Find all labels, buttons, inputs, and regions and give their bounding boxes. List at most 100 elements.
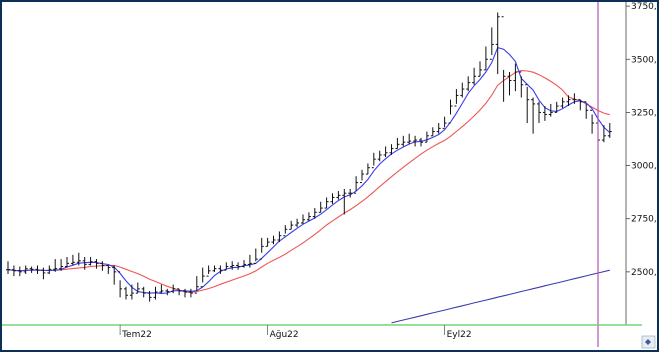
ohlc-bar [360,169,364,184]
ohlc-bar [53,259,58,272]
ohlc-bar [271,235,276,245]
ohlc-bar [601,125,606,143]
ohlc-bar [177,288,182,296]
ohlc-bar [519,71,524,98]
ohlc-bar [483,46,488,71]
ohlc-bar [501,16,506,102]
ohlc-bar [106,264,111,274]
ohlc-bar [330,193,335,204]
ohlc-bar [566,95,571,107]
ohlc-bar [478,61,482,77]
ohlc-bar [171,284,176,294]
ohlc-bar [348,188,353,198]
ohlc-bar [424,131,429,143]
ohlc-bar [324,197,329,209]
ohlc-bar [590,109,595,134]
ohlc-bar [371,152,376,169]
ohlc-bar [572,93,577,104]
ohlc-bar [165,288,170,296]
ohlc-bar [6,261,10,274]
ohlc-bar [141,286,146,298]
ohlc-bar [230,261,235,270]
ohlc-bar [383,146,388,158]
ohlc-bar [41,267,46,280]
ohlc-bar [395,137,400,150]
ohlc-bar [11,265,16,277]
ohlc-bar [23,265,28,274]
ohlc-bar [88,256,93,266]
ohlc-bar [365,163,370,175]
ohlc-bar [472,67,477,85]
ohlc-bar [206,265,211,277]
ohlc-bar [442,116,447,129]
ohlc-bar [76,252,81,266]
ohlc-bar [194,276,199,294]
ohlc-bar [342,188,347,215]
ohlc-bar [336,191,341,200]
ohlc-bar [578,99,583,111]
x-tick-label: Eyl22 [447,330,472,340]
ohlc-bar [537,101,541,124]
ohlc-bar [47,265,52,274]
ohlc-bar [542,106,547,121]
ohlc-bar [35,265,40,274]
ohlc-bar [560,97,565,109]
ohlc-bars [6,12,612,302]
ohlc-bar [159,284,164,294]
ohlc-bar [112,265,117,285]
ohlc-bar [135,282,140,294]
ohlc-bar [259,237,264,260]
ohlc-bar [224,262,229,271]
medium-moving-average [7,70,610,293]
ohlc-bar [265,237,270,247]
ohlc-bar [82,256,87,270]
ohlc-bar [129,284,134,300]
ohlc-bar [454,89,459,107]
ohlc-bar [94,259,99,269]
ohlc-bar [17,266,22,277]
y-tick-label: 3250, [631,108,657,118]
ohlc-bar [247,254,252,268]
ohlc-bar [312,208,317,219]
ohlc-bar [554,101,559,113]
short-ma-line [7,46,611,294]
ohlc-bar [118,271,123,298]
ohlc-bar [301,214,305,225]
ohlc-bar [584,101,589,119]
long-moving-average [391,269,610,324]
x-axis: Tem22 Ağu22 Eyl22 [2,324,642,340]
ohlc-bar [525,84,530,124]
settings-icon[interactable] [641,335,656,349]
ohlc-bar [318,201,323,213]
ohlc-bar [212,265,217,272]
ohlc-bar [65,256,69,268]
medium-ma-line [7,70,610,293]
short-moving-average [7,46,611,294]
ohlc-bar [489,27,494,60]
ohlc-bar [306,212,311,221]
ohlc-bar [153,286,158,300]
x-tick-label: Ağu22 [270,330,299,340]
ohlc-bar [70,254,75,266]
ohlc-bar [413,135,418,147]
ohlc-bar [430,127,435,137]
x-tick-label: Tem22 [121,330,152,340]
y-tick-label: 3750, [631,2,657,12]
ohlc-bar [29,266,34,273]
ohlc-bar [289,220,294,230]
ohlc-bar [200,267,205,288]
ohlc-bar [401,135,406,147]
ohlc-bar [507,72,512,96]
long-ma-line [391,269,610,324]
ohlc-bar [407,133,412,145]
y-tick-label: 3000, [631,162,657,172]
ohlc-bar [124,286,128,300]
ohlc-bar [236,262,241,270]
y-tick-label: 2750, [631,215,657,225]
ohlc-bar [513,63,518,92]
ohlc-bar [377,150,382,162]
ohlc-bar [607,123,612,138]
ohlc-bar [419,137,423,147]
